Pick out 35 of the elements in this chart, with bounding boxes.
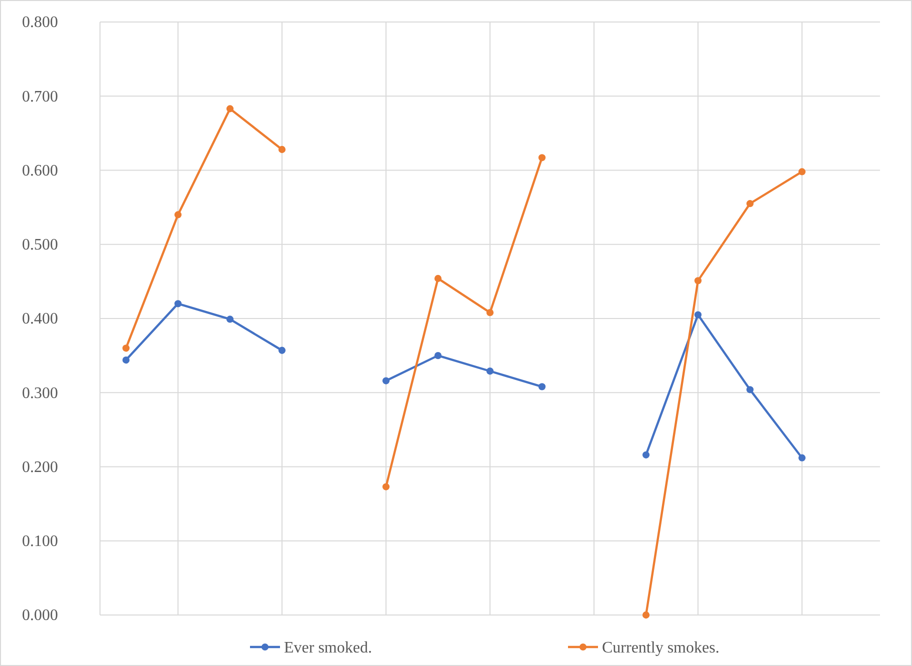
y-tick-label: 0.100 [22, 532, 58, 550]
point [382, 377, 390, 384]
point [746, 386, 754, 394]
y-tick-label: 0.000 [22, 607, 58, 624]
point [382, 483, 390, 490]
point [278, 146, 286, 154]
point [226, 105, 234, 112]
point [486, 368, 494, 375]
point [694, 277, 702, 284]
point [174, 300, 182, 308]
y-tick-label: 0.700 [22, 88, 58, 106]
point [694, 311, 702, 318]
point [278, 346, 286, 354]
y-tick-label: 0.400 [22, 310, 58, 328]
point [746, 200, 754, 208]
y-tick-label: 0.800 [22, 14, 58, 32]
y-tick-label: 0.500 [22, 236, 58, 254]
point [122, 356, 130, 364]
point [538, 154, 546, 162]
point [642, 451, 650, 458]
point [434, 352, 442, 360]
y-tick-label: 0.600 [22, 162, 58, 180]
point [174, 211, 182, 218]
point [226, 316, 234, 323]
point [642, 611, 650, 619]
legend-label: Currently smokes. [602, 640, 720, 657]
point [486, 309, 494, 316]
point [434, 274, 442, 282]
y-tick-label: 0.200 [22, 458, 58, 476]
point [798, 454, 806, 462]
y-tick-label: 0.300 [22, 384, 58, 402]
legend-label: Ever smoked. [284, 640, 372, 657]
point [122, 344, 130, 352]
point [798, 168, 806, 176]
point [538, 383, 546, 390]
